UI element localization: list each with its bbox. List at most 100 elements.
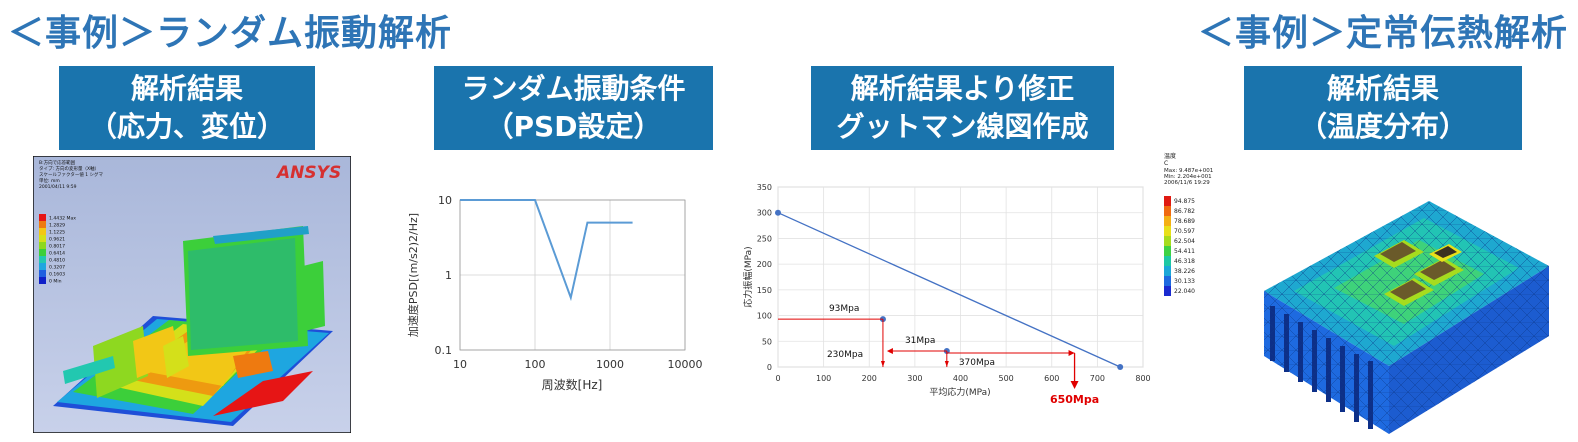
- thermal-legend-swatch: [1164, 236, 1171, 246]
- goodman-y-tick: 200: [757, 260, 772, 269]
- psd-x-tick: 1000: [596, 358, 624, 371]
- thermal-legend-label: 38.226: [1174, 268, 1195, 275]
- annot-arrowhead-370: [944, 361, 949, 367]
- psd-x-tick: 100: [525, 358, 546, 371]
- label-line: 解析結果: [130, 72, 243, 105]
- thermal-legend-label: 94.875: [1174, 198, 1195, 205]
- label-line: （温度分布）: [1298, 110, 1467, 143]
- thermal-heatsink-image: [1254, 196, 1554, 436]
- goodman-ylabel: 応力振幅(MPa): [742, 246, 754, 307]
- annot-label-93: 93Mpa: [829, 304, 859, 314]
- label-analysis-result-temperature: 解析結果 （温度分布）: [1244, 66, 1522, 150]
- ansys-legend-swatch: [39, 221, 46, 228]
- ansys-stress-result-image: ANSYS B:方向で応答範囲 タイプ: 方向の変形量（X軸） スケールファクタ…: [33, 156, 351, 433]
- annot-arrowhead-650h: [1068, 350, 1075, 357]
- annot-label-230: 230Mpa: [827, 350, 863, 360]
- thermal-legend-label: 54.411: [1174, 248, 1195, 255]
- annot-arrowhead-31: [886, 348, 893, 355]
- thermal-legend-swatch: [1164, 276, 1171, 286]
- label-analysis-result-stress: 解析結果 （応力、変位）: [59, 66, 315, 150]
- ansys-legend-label: 1.1225: [49, 230, 65, 236]
- annot-arrowhead-230: [880, 361, 885, 367]
- annot-label-31: 31Mpa: [905, 336, 935, 346]
- goodman-y-tick: 50: [762, 337, 772, 346]
- ansys-legend: 1.4432 Max1.28291.12250.96210.80170.6414…: [39, 214, 76, 285]
- thermal-legend-swatch: [1164, 206, 1171, 216]
- annot-label-370: 370Mpa: [959, 358, 995, 368]
- psd-ylabel: 加速度PSD[(m/s2)2/Hz]: [406, 213, 420, 337]
- thermal-legend-label: 46.318: [1174, 258, 1195, 265]
- thermal-legend-swatch: [1164, 256, 1171, 266]
- ansys-legend-swatch: [39, 228, 46, 235]
- thermal-info-line: 2006/11/6 19:29: [1164, 180, 1210, 186]
- ansys-info-line: 単位: mm: [39, 177, 60, 184]
- goodman-y-tick: 250: [757, 234, 772, 243]
- ansys-legend-swatch: [39, 270, 46, 277]
- thermal-legend-label: 62.504: [1174, 238, 1195, 245]
- thermal-legend-label: 78.689: [1174, 218, 1195, 225]
- thermal-legend-swatch: [1164, 216, 1171, 226]
- thermal-unit: C: [1164, 160, 1168, 167]
- ansys-logo: ANSYS: [275, 163, 341, 183]
- ansys-legend-swatch: [39, 242, 46, 249]
- goodman-point: [775, 209, 781, 216]
- ansys-legend-swatch: [39, 256, 46, 263]
- ansys-legend-label: 1.2829: [49, 223, 65, 229]
- label-line: ランダム振動条件: [461, 72, 686, 105]
- label-goodman: 解析結果より修正 グットマン線図作成: [811, 66, 1114, 150]
- goodman-y-tick: 350: [757, 183, 772, 192]
- pcb-model: [53, 226, 333, 426]
- ansys-legend-label: 0.4810: [49, 258, 65, 264]
- goodman-x-tick: 0: [775, 374, 780, 383]
- ansys-legend-label: 0 Min: [49, 279, 62, 285]
- ansys-info-text: B:方向で応答範囲 タイプ: 方向の変形量（X軸） スケールファクター値 1 シ…: [39, 159, 104, 190]
- ansys-legend-swatch: [39, 277, 46, 284]
- thermal-legend-label: 70.597: [1174, 228, 1195, 235]
- psd-y-tick: 0.1: [435, 344, 453, 357]
- label-line: 解析結果より修正: [850, 72, 1075, 105]
- label-line: グットマン線図作成: [836, 110, 1089, 143]
- thermal-legend: 温度 C Max: 9.487e+001 Min: 2.204e+001 200…: [1158, 150, 1238, 300]
- label-line: （PSD設定）: [485, 110, 662, 143]
- goodman-x-tick: 800: [1135, 374, 1150, 383]
- psd-xlabel: 周波数[Hz]: [542, 377, 603, 392]
- ansys-legend-swatch: [39, 263, 46, 270]
- thermal-legend-label: 30.133: [1174, 278, 1195, 285]
- thermal-info-line: Min: 2.204e+001: [1164, 174, 1212, 180]
- annot-arrowhead-650: [1070, 381, 1079, 389]
- goodman-y-tick: 300: [757, 209, 772, 218]
- goodman-x-tick: 300: [907, 374, 922, 383]
- psd-chart: 10 100 1000 10000 0.1 1 10 周波数[Hz] 加速度PSD[(m/s…: [404, 184, 710, 398]
- label-line: 解析結果: [1326, 72, 1439, 105]
- goodman-x-tick: 400: [953, 374, 968, 383]
- ansys-legend-label: 0.1603: [49, 272, 65, 278]
- heading-thermal: ＜事例＞定常伝熱解析: [1197, 13, 1568, 54]
- psd-y-tick: 10: [438, 194, 452, 207]
- thermal-legend-label: 22.040: [1174, 288, 1195, 295]
- thermal-legend-swatch: [1164, 226, 1171, 236]
- ansys-info-line: 2001/04/11 9:59: [39, 184, 77, 190]
- thermal-legend-swatch: [1164, 196, 1171, 206]
- thermal-legend-swatch: [1164, 286, 1171, 296]
- psd-series-line: [460, 199, 633, 302]
- psd-x-tick: 10: [453, 358, 467, 371]
- goodman-chart: 0 100 200 300 400 500 600 700 800 0 50 100 150 200 250…: [740, 178, 1154, 414]
- ansys-legend-label: 0.6414: [49, 251, 65, 257]
- goodman-x-tick: 700: [1090, 374, 1105, 383]
- goodman-x-tick: 200: [862, 374, 877, 383]
- psd-y-tick: 1: [445, 269, 452, 282]
- ansys-legend-label: 1.4432 Max: [49, 216, 76, 222]
- goodman-y-tick: 0: [767, 363, 772, 372]
- label-line: （応力、変位）: [88, 110, 285, 143]
- thermal-legend-scale: 94.875 86.782 78.689 70.597 62.504 54.411 46.3…: [1164, 196, 1195, 296]
- goodman-y-tick: 100: [757, 312, 772, 321]
- ansys-legend-label: 0.3207: [49, 265, 65, 271]
- ansys-legend-swatch: [39, 249, 46, 256]
- thermal-legend-label: 86.782: [1174, 208, 1195, 215]
- ansys-legend-label: 0.9621: [49, 237, 65, 243]
- annot-label-650: 650Mpa: [1050, 393, 1099, 406]
- goodman-x-tick: 100: [816, 374, 831, 383]
- psd-x-tick: 10000: [668, 358, 703, 371]
- thermal-title: 温度: [1164, 152, 1176, 160]
- thermal-legend-swatch: [1164, 266, 1171, 276]
